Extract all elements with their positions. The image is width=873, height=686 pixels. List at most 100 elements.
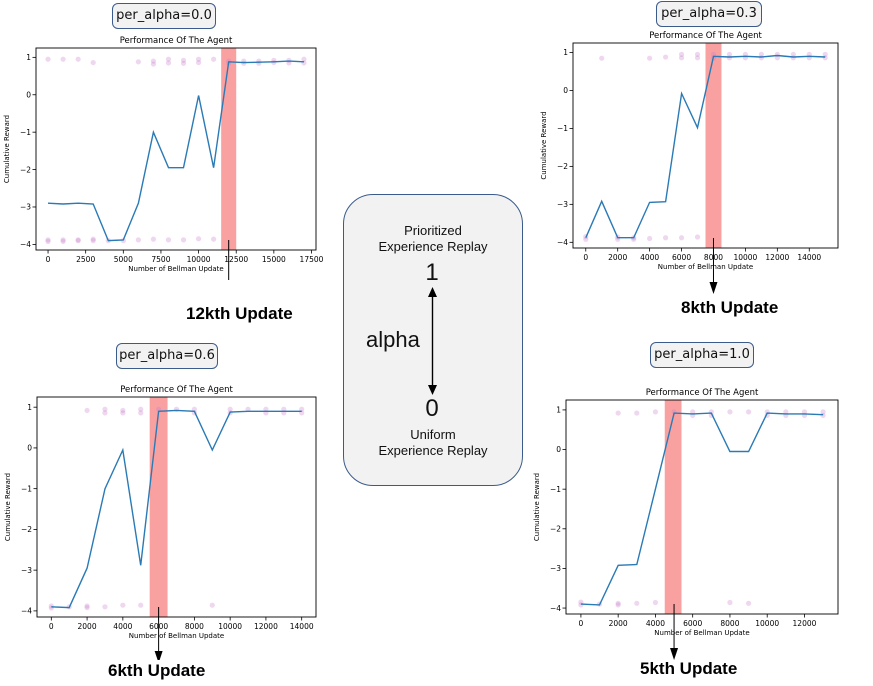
scatter-point-31: [822, 51, 828, 57]
scatter-point-8: [209, 602, 215, 608]
update-arrow-head: [709, 282, 718, 294]
scatter-point-13: [678, 51, 685, 57]
y-tick-label-1: −3: [21, 566, 32, 575]
scatter-point-6: [652, 599, 659, 606]
chart-title: Performance Of The Agent: [649, 31, 762, 41]
scatter-point-11: [652, 409, 659, 415]
scatter-point-16: [165, 237, 172, 243]
scatter-point-15: [138, 410, 144, 416]
x-tick-label-6: 12000: [765, 253, 789, 262]
x-tick-label-6: 12000: [793, 619, 817, 628]
x-tick-label-6: 12000: [254, 622, 278, 631]
alpha-min-value: 0: [425, 395, 439, 422]
chart-alpha-0.6: 0 2000 4000 6000 8000 10000 12000 14000−4−3−2−1…: [4, 385, 317, 660]
scatter-point-11: [90, 238, 96, 244]
scatter-point-7: [60, 238, 66, 244]
scatter-point-28: [195, 59, 202, 66]
scatter-point-4: [45, 237, 51, 243]
y-axis-label: Cumulative Reward: [540, 111, 548, 179]
scatter-point-25: [820, 409, 826, 415]
scatter-point-1: [583, 236, 589, 242]
y-tick-label-5: 1: [27, 403, 32, 412]
scatter-point-12: [120, 407, 126, 414]
x-tick-label-0: 0: [583, 253, 588, 262]
y-tick-label-3: −1: [557, 124, 568, 133]
update-label-alpha-0.6: 6kth Update: [108, 661, 206, 680]
uniform-label: Uniform: [410, 427, 456, 442]
alpha-max-value: 1: [425, 259, 439, 286]
y-tick-label-4: 0: [556, 445, 561, 454]
x-tick-label-3: 6000: [683, 619, 702, 628]
x-tick-label-1: 2000: [78, 622, 97, 631]
badge-alpha-0.6: per_alpha=0.6: [116, 343, 218, 369]
scatter-point-0: [578, 599, 584, 605]
scatter-point-22: [245, 406, 251, 412]
x-axis-label: Number of Bellman Update: [658, 263, 753, 271]
series-line: [47, 60, 305, 242]
scatter-point-40: [301, 56, 307, 62]
scatter-point-4: [615, 602, 621, 608]
y-tick-label-2: −2: [21, 525, 32, 534]
scatter-point-21: [150, 58, 157, 64]
scatter-point-3: [84, 603, 90, 609]
update-arrow-head: [670, 648, 679, 660]
scatter-point-10: [90, 236, 96, 242]
x-tick-label-4: 8000: [185, 622, 204, 631]
scatter-point-11: [647, 55, 653, 61]
scatter-point-8: [745, 600, 752, 606]
scatter-point-4: [84, 605, 90, 611]
x-tick-label-3: 7500: [151, 255, 170, 264]
y-tick-label-0: −4: [20, 240, 31, 249]
scatter-point-17: [727, 409, 733, 415]
y-tick-label-5: 1: [556, 406, 561, 415]
y-tick-label-3: −1: [21, 484, 32, 493]
scatter-point-8: [662, 235, 669, 241]
update-label-alpha-0.3: 8kth Update: [681, 298, 779, 317]
scatter-point-7: [727, 599, 733, 606]
badge-alpha-0.3: per_alpha=0.3: [656, 1, 762, 27]
scatter-point-17: [180, 237, 187, 243]
y-tick-label-5: 1: [26, 53, 31, 62]
scatter-point-1: [578, 602, 584, 608]
scatter-point-9: [84, 407, 90, 414]
scatter-point-25: [180, 57, 187, 63]
x-tick-label-1: 2500: [76, 255, 95, 264]
x-tick-label-4: 10000: [187, 255, 211, 264]
scatter-point-20: [227, 406, 233, 412]
scatter-point-23: [758, 51, 764, 57]
y-tick-label-3: −1: [20, 128, 31, 137]
x-tick-label-0: 0: [46, 255, 51, 264]
scatter-point-8: [75, 237, 81, 243]
x-tick-label-7: 17500: [300, 255, 324, 264]
y-tick-label-1: −3: [557, 200, 568, 209]
scatter-point-13: [120, 410, 126, 416]
scatter-point-26: [820, 412, 826, 419]
scatter-point-15: [150, 236, 157, 242]
scatter-point-10: [634, 410, 640, 416]
scatter-point-12: [662, 54, 669, 60]
highlight-band: [705, 43, 722, 248]
chart-alpha-0.0: 0 2500 5000 7500 10000 12500 15000 17500 −4 −3 −2 −…: [3, 36, 324, 280]
y-axis-label: Cumulative Reward: [3, 115, 11, 183]
experience-replay-label-bottom: Experience Replay: [378, 443, 488, 458]
y-tick-label-2: −2: [550, 524, 561, 533]
scatter-point-27: [299, 406, 305, 412]
scatter-point-9: [75, 238, 81, 244]
x-tick-label-4: 8000: [720, 619, 739, 628]
scatter-point-7: [647, 235, 653, 242]
scatter-point-26: [180, 60, 187, 66]
x-axis-label: Number of Bellman Update: [654, 629, 749, 637]
update-label-alpha-1.0: 5kth Update: [640, 659, 738, 678]
y-tick-label-1: −3: [20, 203, 31, 212]
scatter-point-16: [694, 55, 701, 61]
scatter-point-6: [60, 237, 66, 243]
scatter-point-11: [102, 410, 108, 416]
scatter-point-19: [211, 236, 217, 242]
y-tick-label-4: 0: [563, 86, 568, 95]
chart-title: Performance Of The Agent: [646, 388, 759, 398]
x-tick-label-0: 0: [49, 622, 54, 631]
plot-frame: [572, 42, 839, 249]
prioritized-label: Prioritized: [404, 223, 462, 238]
series-line: [585, 54, 826, 239]
scatter-point-5: [102, 604, 108, 610]
